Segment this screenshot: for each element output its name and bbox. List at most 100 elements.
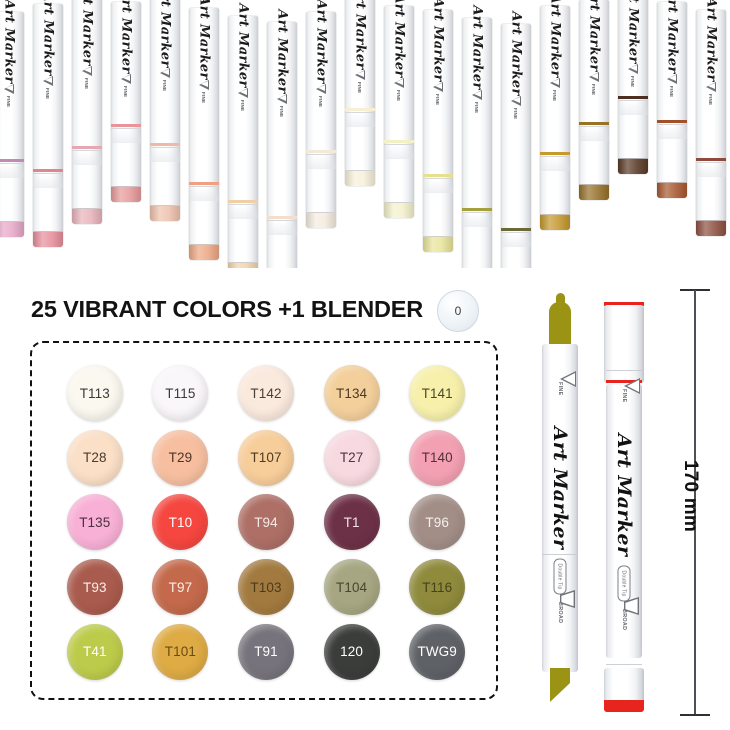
color-swatch: T93 [66, 559, 123, 616]
pen-tip-ring [0, 221, 24, 237]
color-swatch: T113 [66, 365, 123, 422]
color-swatch-label: T104 [336, 579, 368, 595]
fine-nib-label: FINE [708, 94, 714, 106]
color-swatch: T28 [66, 429, 123, 486]
color-swatch: T94 [237, 494, 294, 551]
pen-shoulder [189, 186, 219, 201]
color-swatch-label: T142 [250, 385, 282, 401]
pen-brand-text: Art Marker [1, 0, 17, 84]
pen-color-band [384, 140, 414, 143]
fine-nib-icon: FINE [236, 88, 250, 114]
pen-brand-text: Art Marker [79, 0, 95, 66]
pen-shoulder [267, 220, 297, 235]
broad-nib-icon: BROAD [557, 599, 563, 641]
pen-color-band [579, 122, 609, 125]
pen-shoulder [696, 162, 726, 177]
pen-shoulder [423, 178, 453, 193]
fine-nib-icon: FINE [2, 84, 16, 110]
marker-array-photo: FINE Art Marker FINE Art Marker FINE Art Mark… [0, 0, 730, 268]
fine-nib-icon: FINE [314, 84, 328, 110]
color-swatch-label: 120 [340, 644, 363, 660]
fine-nib-icon: FINE [119, 74, 133, 100]
pen-tip-ring [657, 182, 687, 198]
color-swatch: T140 [409, 429, 466, 486]
pen-color-band [33, 169, 63, 172]
pen-brand-text: Art Marker [118, 0, 134, 74]
fine-nib-label: FINE [45, 88, 51, 100]
color-swatch-label: T28 [83, 450, 107, 466]
pen-brand-text: Art Marker [352, 0, 368, 70]
color-swatch: T96 [409, 494, 466, 551]
marker-pen: FINE Art Marker [696, 0, 726, 236]
marker-pen: FINE Art Marker [384, 0, 414, 218]
broad-nib-label: BROAD [621, 609, 627, 631]
pen-color-band [618, 96, 648, 99]
color-swatch: T27 [323, 429, 380, 486]
color-swatch-label: T93 [83, 579, 107, 595]
dimension-cap-bottom [680, 714, 710, 717]
pen-color-band [696, 158, 726, 161]
pen-color-band [423, 174, 453, 177]
marker-pen: FINE Art Marker [189, 0, 219, 260]
marker-pen: FINE Art Marker [618, 0, 648, 174]
fine-nib-icon: FINE [704, 82, 718, 108]
color-swatch-label: T103 [250, 579, 282, 595]
pen-shoulder [33, 173, 63, 188]
pen-brand-text: Art Marker [664, 0, 680, 74]
color-swatch-label: TWG9 [417, 644, 457, 660]
fine-nib-icon: FINE [392, 78, 406, 104]
fine-nib-label: FINE [123, 86, 129, 98]
fine-nib-label: FINE [396, 90, 402, 102]
pen-tip-ring [150, 205, 180, 221]
pen-shoulder [384, 144, 414, 159]
pen-shoulder [228, 204, 258, 219]
marker-pen: FINE Art Marker [657, 0, 687, 198]
pen-brand-text: Art Marker [274, 9, 290, 94]
color-swatch: T97 [152, 559, 209, 616]
pen-tip-ring [384, 202, 414, 218]
swatch-grid: T113 T115 T142 T134 T141 T28 T29 T107 T27 T140 T13… [32, 343, 500, 702]
marker-detail-diagram: FINE Art Marker Double Tip BROAD FINE Ar… [520, 282, 730, 722]
fine-nib-label: FINE [279, 106, 285, 118]
fine-nib-icon: FINE [197, 80, 211, 106]
color-swatch: 120 [323, 623, 380, 680]
marker-pen: FINE Art Marker [33, 0, 63, 247]
pen-brand-text: Art Marker [586, 0, 602, 72]
page-title: 25 VIBRANT COLORS +1 BLENDER [31, 296, 424, 322]
color-swatch: T103 [237, 559, 294, 616]
pen-color-band [267, 216, 297, 219]
pen-color-band [306, 150, 336, 153]
blender-swatch: 0 [437, 290, 479, 332]
fine-nib-icon: FINE [548, 78, 562, 104]
pen-tip-ring [696, 220, 726, 236]
marker-pen: FINE Art Marker [150, 0, 180, 221]
color-swatch-label: T10 [168, 514, 193, 530]
swatch-panel: T113 T115 T142 T134 T141 T28 T29 T107 T27 T140 T13… [30, 341, 498, 700]
color-swatch: T141 [409, 365, 466, 422]
pen-color-band [540, 152, 570, 155]
pen-brand-text: Art Marker [313, 0, 329, 84]
pen-color-band [657, 120, 687, 123]
pen-tip-ring [579, 184, 609, 200]
pen-shoulder [501, 232, 531, 247]
pen-brand-text: Art Marker [508, 11, 524, 96]
fine-nib-label: FINE [513, 108, 519, 120]
pen-color-band [0, 159, 24, 162]
double-tip-badge: Double Tip [553, 558, 567, 595]
pen-tip-ring [189, 244, 219, 260]
fine-nib-icon: FINE [509, 96, 523, 122]
marker-cap-top [604, 305, 644, 383]
fine-nib-icon: FINE [665, 74, 679, 100]
color-swatch: T135 [66, 494, 123, 551]
pen-color-band [111, 124, 141, 127]
color-swatch: T101 [152, 623, 209, 680]
pen-shoulder [72, 150, 102, 165]
marker-pen: FINE Art Marker [111, 0, 141, 202]
fine-nib-icon: FINE [431, 82, 445, 108]
fine-nib-label: FINE [591, 84, 597, 96]
marker-barrel [542, 344, 578, 672]
marker-pen: FINE Art Marker [540, 0, 570, 230]
marker-pen: FINE Art Marker [267, 9, 297, 268]
fine-nib-label: FINE [630, 76, 636, 88]
fine-nib-label: FINE [240, 100, 246, 112]
